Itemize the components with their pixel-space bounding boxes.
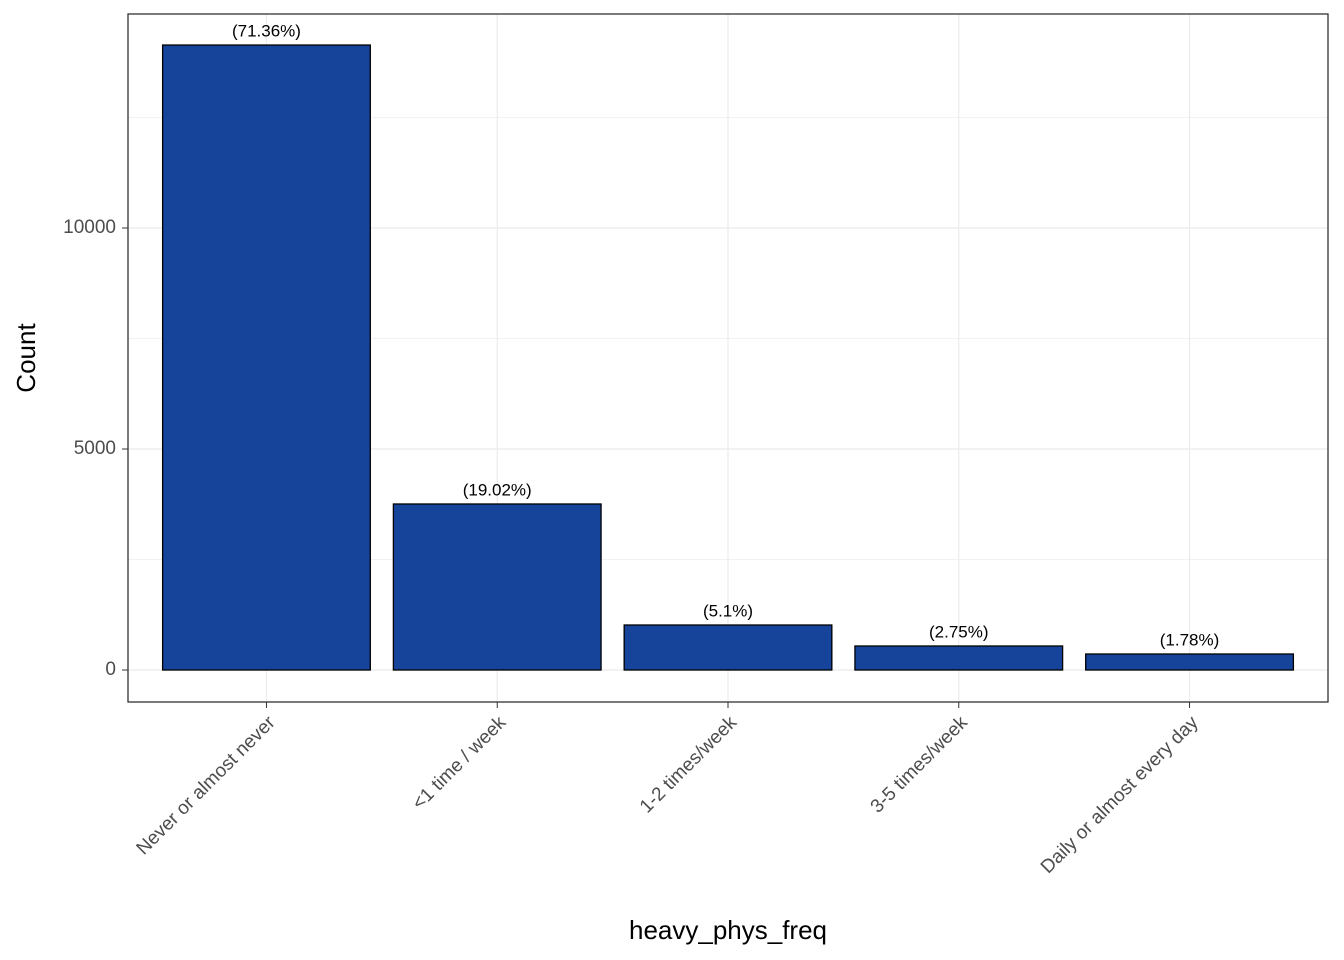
bar-annotation: (1.78%) <box>1160 630 1220 649</box>
bar-annotation: (2.75%) <box>929 622 989 641</box>
bar-annotation: (19.02%) <box>463 480 532 499</box>
x-axis-title: heavy_phys_freq <box>629 915 827 945</box>
bar <box>392 503 602 671</box>
y-tick-label: 10000 <box>63 217 116 238</box>
bar <box>161 44 371 671</box>
bar-annotation: (5.1%) <box>703 601 753 620</box>
bar <box>854 645 1064 671</box>
bar <box>1085 653 1295 671</box>
bar-annotation: (71.36%) <box>232 22 301 41</box>
y-tick-label: 5000 <box>74 438 116 459</box>
y-tick-label: 0 <box>105 659 116 680</box>
y-axis-title: Count <box>11 323 41 393</box>
bar <box>623 624 833 671</box>
panel-border <box>127 13 1329 703</box>
